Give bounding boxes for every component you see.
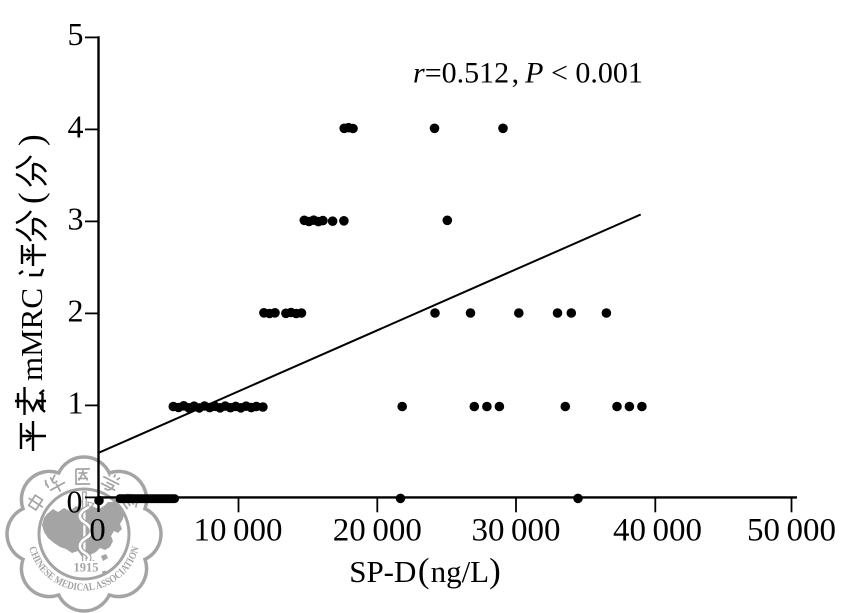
svg-text:20 000: 20 000 [333, 513, 422, 549]
svg-text:mMRC: mMRC [14, 288, 49, 381]
svg-text:SP-D(ng/L): SP-D(ng/L) [349, 551, 501, 590]
svg-text:(: ( [12, 192, 51, 204]
svg-text:3: 3 [68, 200, 84, 236]
svg-text:30 000: 30 000 [471, 513, 560, 549]
svg-text:40 000: 40 000 [613, 513, 702, 549]
svg-text:1: 1 [68, 384, 84, 420]
svg-text:10 000: 10 000 [193, 513, 282, 549]
svg-text:1915: 1915 [74, 561, 99, 575]
svg-text:): ) [12, 134, 51, 146]
svg-text:50 000: 50 000 [747, 513, 836, 549]
svg-text:0: 0 [89, 513, 106, 549]
svg-text:0: 0 [67, 483, 83, 519]
svg-text:r=0.512 , P < 0.001: r=0.512 , P < 0.001 [413, 57, 643, 90]
svg-text:4: 4 [68, 108, 84, 144]
svg-text:5: 5 [68, 16, 84, 52]
svg-text:2: 2 [68, 292, 84, 328]
